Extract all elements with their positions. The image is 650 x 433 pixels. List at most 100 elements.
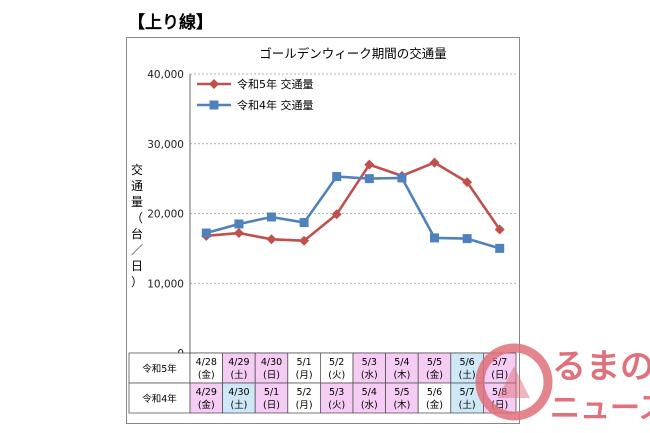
table-row-label: 令和4年	[142, 393, 177, 405]
y-axis-label-char: 台	[131, 226, 143, 241]
series-point	[397, 173, 407, 183]
table-cell-date: 5/8	[492, 387, 507, 398]
series-point	[299, 218, 309, 228]
y-axis-label-char: 日	[131, 259, 143, 273]
table-cell-day: (月)	[296, 400, 313, 411]
series-point	[299, 235, 310, 246]
series-point	[430, 233, 439, 243]
table-cell-day: (火)	[328, 370, 345, 381]
chart-title: ゴールデンウィーク期間の交通量	[259, 46, 447, 61]
table-cell-day: (日)	[491, 370, 508, 381]
table-cell-day: (月)	[296, 370, 313, 381]
table-cell-date: 4/28	[196, 357, 217, 368]
y-axis-label-char: ）	[131, 275, 143, 289]
table-cell-date: 5/3	[329, 387, 344, 398]
table-cell-date: 4/30	[228, 387, 249, 398]
table-cell-date: 5/1	[296, 357, 311, 368]
table-cell-day: (日)	[491, 400, 508, 411]
table-cell-day: (金)	[198, 369, 215, 381]
table-cell	[222, 352, 256, 384]
series-point	[331, 209, 342, 220]
series-point	[462, 234, 472, 244]
table-cell	[352, 352, 386, 384]
table-cell-day: (水)	[361, 369, 378, 381]
y-tick-label: 30,000	[147, 139, 184, 151]
table-cell	[319, 382, 354, 414]
table-cell-day: (木)	[393, 399, 410, 411]
table-cell-day: (土)	[459, 399, 476, 411]
table-cell-day: (土)	[230, 399, 247, 411]
series-point	[233, 228, 244, 239]
watermark-text-line2: ニュース	[550, 391, 650, 426]
watermark-logo-icon	[475, 343, 553, 421]
table-cell	[417, 352, 452, 384]
table-row-label: 令和5年	[142, 363, 177, 375]
table-cell-date: 5/7	[459, 387, 474, 398]
y-axis-label-char: 量	[131, 195, 143, 209]
table-cell-date: 5/6	[459, 357, 474, 368]
y-axis-label-char: （	[131, 211, 143, 225]
table-row-header	[128, 382, 191, 414]
table-cell-date: 5/1	[264, 387, 279, 398]
table-cell-date: 5/6	[427, 387, 442, 398]
table-cell-day: (日)	[263, 400, 280, 411]
y-tick-label: 40,000	[147, 69, 184, 81]
series-line	[205, 175, 501, 250]
table-cell-day: (土)	[459, 369, 476, 381]
watermark-text-line1: るまの	[552, 347, 650, 387]
table-cell	[385, 382, 419, 414]
series-point	[429, 157, 440, 168]
series-point	[462, 177, 473, 188]
table-cell-day: (日)	[263, 370, 280, 381]
table-cell-day: (土)	[230, 369, 247, 381]
table-cell-date: 5/7	[492, 357, 507, 368]
table-cell	[319, 352, 354, 384]
table-cell-date: 5/4	[394, 357, 409, 368]
chart-frame: ゴールデンウィーク期間の交通量010,00020,00030,00040,000…	[126, 37, 520, 424]
table-cell-date: 4/29	[196, 387, 217, 398]
series-point	[495, 243, 505, 253]
series-point	[201, 228, 211, 238]
kuruma-news-watermark: るまの ニュース	[475, 343, 650, 426]
table-cell	[287, 382, 321, 414]
table-cell-date: 5/3	[362, 357, 377, 368]
legend-marker	[209, 100, 219, 110]
table-cell-day: (金)	[426, 399, 443, 411]
series-point	[364, 159, 375, 170]
table-cell-date: 5/5	[427, 357, 442, 368]
series-point	[332, 172, 342, 182]
table-cell-day: (火)	[328, 400, 345, 411]
y-axis-label-char: 通	[131, 179, 143, 193]
y-axis-label-char: 交	[131, 162, 143, 177]
table-cell	[254, 352, 289, 384]
table-cell-date: 5/4	[362, 387, 377, 398]
series-point	[234, 219, 244, 229]
series-point	[364, 174, 374, 184]
table-cell-day: (金)	[426, 369, 443, 381]
table-cell	[385, 352, 419, 384]
legend-marker	[209, 79, 219, 89]
series-point	[267, 212, 276, 222]
table-row-header	[128, 352, 191, 384]
series-line	[206, 161, 501, 243]
table-cell-date: 5/2	[329, 357, 344, 368]
table-cell	[352, 382, 386, 414]
line-chart: ゴールデンウィーク期間の交通量010,00020,00030,00040,000…	[128, 46, 517, 414]
table-cell	[417, 382, 452, 414]
legend-label: 令和5年 交通量	[237, 77, 314, 91]
table-cell-date: 5/5	[394, 387, 409, 398]
table-cell-day: (金)	[198, 399, 215, 411]
table-cell-day: (水)	[361, 399, 378, 411]
series-point	[494, 224, 505, 235]
series-point	[266, 234, 277, 245]
y-tick-label: 20,000	[147, 209, 184, 221]
y-tick-label: 10,000	[147, 278, 184, 290]
table-cell	[222, 382, 256, 414]
table-cell-date: 4/30	[261, 357, 282, 368]
y-axis-label-char: ／	[131, 243, 143, 257]
section-heading: 【上り線】	[128, 13, 213, 33]
table-cell-date: 4/29	[228, 357, 249, 368]
table-cell-date: 5/2	[296, 387, 311, 398]
table-cell-day: (木)	[393, 369, 410, 381]
legend-label: 令和4年 交通量	[237, 98, 314, 112]
